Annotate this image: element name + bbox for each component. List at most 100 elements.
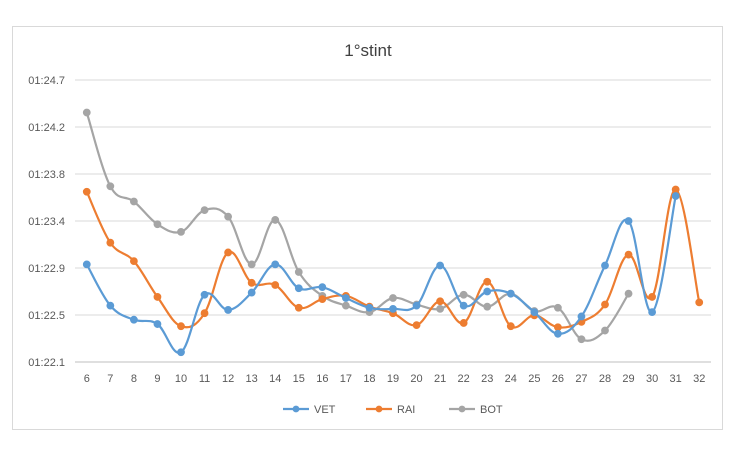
data-point-vet xyxy=(318,283,327,292)
x-tick-label: 17 xyxy=(340,373,352,385)
data-point-rai xyxy=(483,277,492,286)
chart-title: 1°stint xyxy=(344,41,392,60)
series-line-vet xyxy=(85,194,677,354)
y-tick-label: 01:23.4 xyxy=(28,216,65,228)
x-tick-label: 24 xyxy=(505,373,517,385)
data-point-bot xyxy=(177,227,185,236)
y-axis-ticks: 01:22.1 01:22.5 01:22.9 01:23.4 01:23.8 01:24… xyxy=(28,75,65,369)
data-point-bot xyxy=(341,301,350,310)
data-point-bot xyxy=(553,303,562,312)
y-tick-label: 01:22.9 xyxy=(28,263,65,275)
x-tick-label: 14 xyxy=(269,373,281,385)
grid xyxy=(75,79,711,363)
data-point-vet xyxy=(341,294,350,302)
data-point-rai xyxy=(106,238,115,247)
y-tick-label: 01:24.2 xyxy=(28,122,65,134)
data-point-vet xyxy=(82,260,91,269)
legend-label: BOT xyxy=(480,404,503,416)
data-point-bot xyxy=(459,290,468,299)
data-point-vet xyxy=(436,261,445,270)
data-point-rai xyxy=(82,187,91,196)
x-tick-label: 10 xyxy=(175,373,187,385)
legend-label: RAI xyxy=(397,404,415,416)
data-point-bot xyxy=(224,212,233,221)
data-point-vet xyxy=(601,261,609,270)
x-tick-label: 8 xyxy=(131,373,137,385)
data-point-bot xyxy=(624,289,633,298)
x-tick-label: 13 xyxy=(246,373,258,385)
x-tick-label: 16 xyxy=(316,373,328,385)
series-layer xyxy=(82,108,704,357)
x-tick-label: 12 xyxy=(222,373,234,385)
series-line-bot xyxy=(85,111,630,342)
data-point-bot xyxy=(483,302,492,311)
data-point-vet xyxy=(553,329,562,338)
chart-frame: 1°stint 01:22.1 01:22.5 01:22.9 01:23.4 01:2… xyxy=(12,26,723,430)
data-point-rai xyxy=(412,321,421,330)
data-point-rai xyxy=(695,298,704,307)
x-tick-label: 30 xyxy=(646,373,658,385)
x-tick-label: 6 xyxy=(84,373,90,385)
data-point-vet xyxy=(177,348,185,357)
data-point-rai xyxy=(153,293,162,301)
data-point-vet xyxy=(412,301,421,310)
data-point-vet xyxy=(483,287,492,296)
data-point-rai xyxy=(436,297,445,306)
data-point-bot xyxy=(247,260,256,269)
data-point-vet xyxy=(224,306,233,314)
data-point-rai xyxy=(624,250,633,259)
y-tick-label: 01:23.8 xyxy=(28,169,65,181)
legend-swatch-marker xyxy=(375,405,383,413)
legend: VET RAI BOT xyxy=(283,404,503,416)
data-point-vet xyxy=(577,312,586,321)
data-point-rai xyxy=(200,309,209,318)
x-axis: 6 7 8 9 10 11 12 13 14 15 16 17 18 19 20 21 22 23 24 25 26 27… xyxy=(84,373,706,385)
data-point-rai xyxy=(247,278,256,287)
data-point-rai xyxy=(224,248,233,257)
data-point-vet xyxy=(271,260,280,269)
data-point-rai xyxy=(671,185,680,194)
y-tick-label: 01:22.1 xyxy=(28,357,65,369)
data-point-bot xyxy=(82,108,91,117)
x-tick-label: 9 xyxy=(154,373,160,385)
data-point-vet xyxy=(153,320,162,328)
data-point-rai xyxy=(271,281,280,289)
x-tick-label: 22 xyxy=(458,373,470,385)
data-point-vet xyxy=(671,192,680,200)
data-point-vet xyxy=(530,308,539,317)
data-point-vet xyxy=(389,304,397,313)
data-point-vet xyxy=(648,308,657,317)
series-vet xyxy=(82,192,680,357)
data-point-vet xyxy=(365,303,374,312)
data-point-bot xyxy=(129,197,138,206)
x-tick-label: 31 xyxy=(670,373,682,385)
legend-item-vet: VET xyxy=(283,404,336,416)
legend-label: VET xyxy=(314,404,336,416)
x-tick-label: 18 xyxy=(363,373,375,385)
data-point-bot xyxy=(601,326,609,335)
data-point-vet xyxy=(294,284,303,293)
data-point-vet xyxy=(247,288,256,297)
data-point-vet xyxy=(459,301,468,310)
legend-swatch-marker xyxy=(292,405,300,413)
data-point-bot xyxy=(153,220,162,229)
x-tick-label: 32 xyxy=(693,373,705,385)
x-tick-label: 26 xyxy=(552,373,564,385)
legend-item-rai: RAI xyxy=(366,404,415,416)
x-tick-label: 21 xyxy=(434,373,446,385)
data-point-rai xyxy=(459,319,468,327)
data-point-vet xyxy=(506,289,515,298)
data-point-bot xyxy=(200,206,209,215)
legend-item-bot: BOT xyxy=(449,404,503,416)
data-point-bot xyxy=(577,335,586,344)
x-tick-label: 23 xyxy=(481,373,493,385)
legend-swatch-marker xyxy=(458,405,466,413)
x-tick-label: 28 xyxy=(599,373,611,385)
data-point-rai xyxy=(506,322,515,331)
data-point-vet xyxy=(106,301,115,310)
data-point-rai xyxy=(601,300,609,309)
data-point-bot xyxy=(271,216,280,224)
line-chart: 1°stint 01:22.101:22.501:22.901:23.401:2… xyxy=(28,41,711,416)
data-point-vet xyxy=(129,315,138,324)
data-point-vet xyxy=(624,217,633,225)
